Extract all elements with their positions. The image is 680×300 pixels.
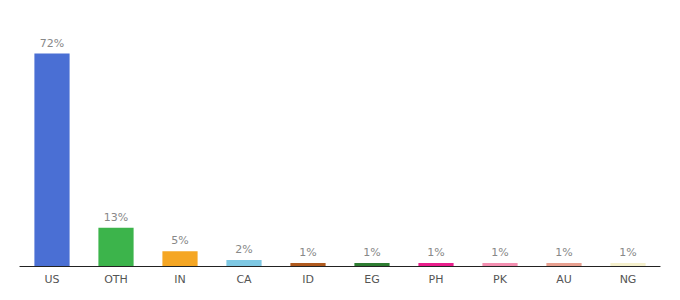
svg-text:1%: 1% [299, 246, 316, 259]
svg-text:1%: 1% [363, 246, 380, 259]
svg-text:2%: 2% [235, 243, 252, 256]
svg-text:1%: 1% [491, 246, 508, 259]
svg-text:EG: EG [364, 273, 379, 286]
svg-text:US: US [44, 273, 59, 286]
svg-text:1%: 1% [555, 246, 572, 259]
svg-text:NG: NG [620, 273, 637, 286]
svg-text:AU: AU [556, 273, 572, 286]
svg-text:13%: 13% [104, 211, 128, 224]
svg-text:CA: CA [236, 273, 252, 286]
svg-text:1%: 1% [619, 246, 636, 259]
svg-text:PK: PK [493, 273, 508, 286]
svg-text:PH: PH [429, 273, 444, 286]
svg-text:ID: ID [302, 273, 314, 286]
svg-text:5%: 5% [171, 234, 188, 247]
svg-text:OTH: OTH [104, 273, 128, 286]
svg-text:IN: IN [174, 273, 185, 286]
svg-text:72%: 72% [40, 37, 64, 50]
svg-text:1%: 1% [427, 246, 444, 259]
